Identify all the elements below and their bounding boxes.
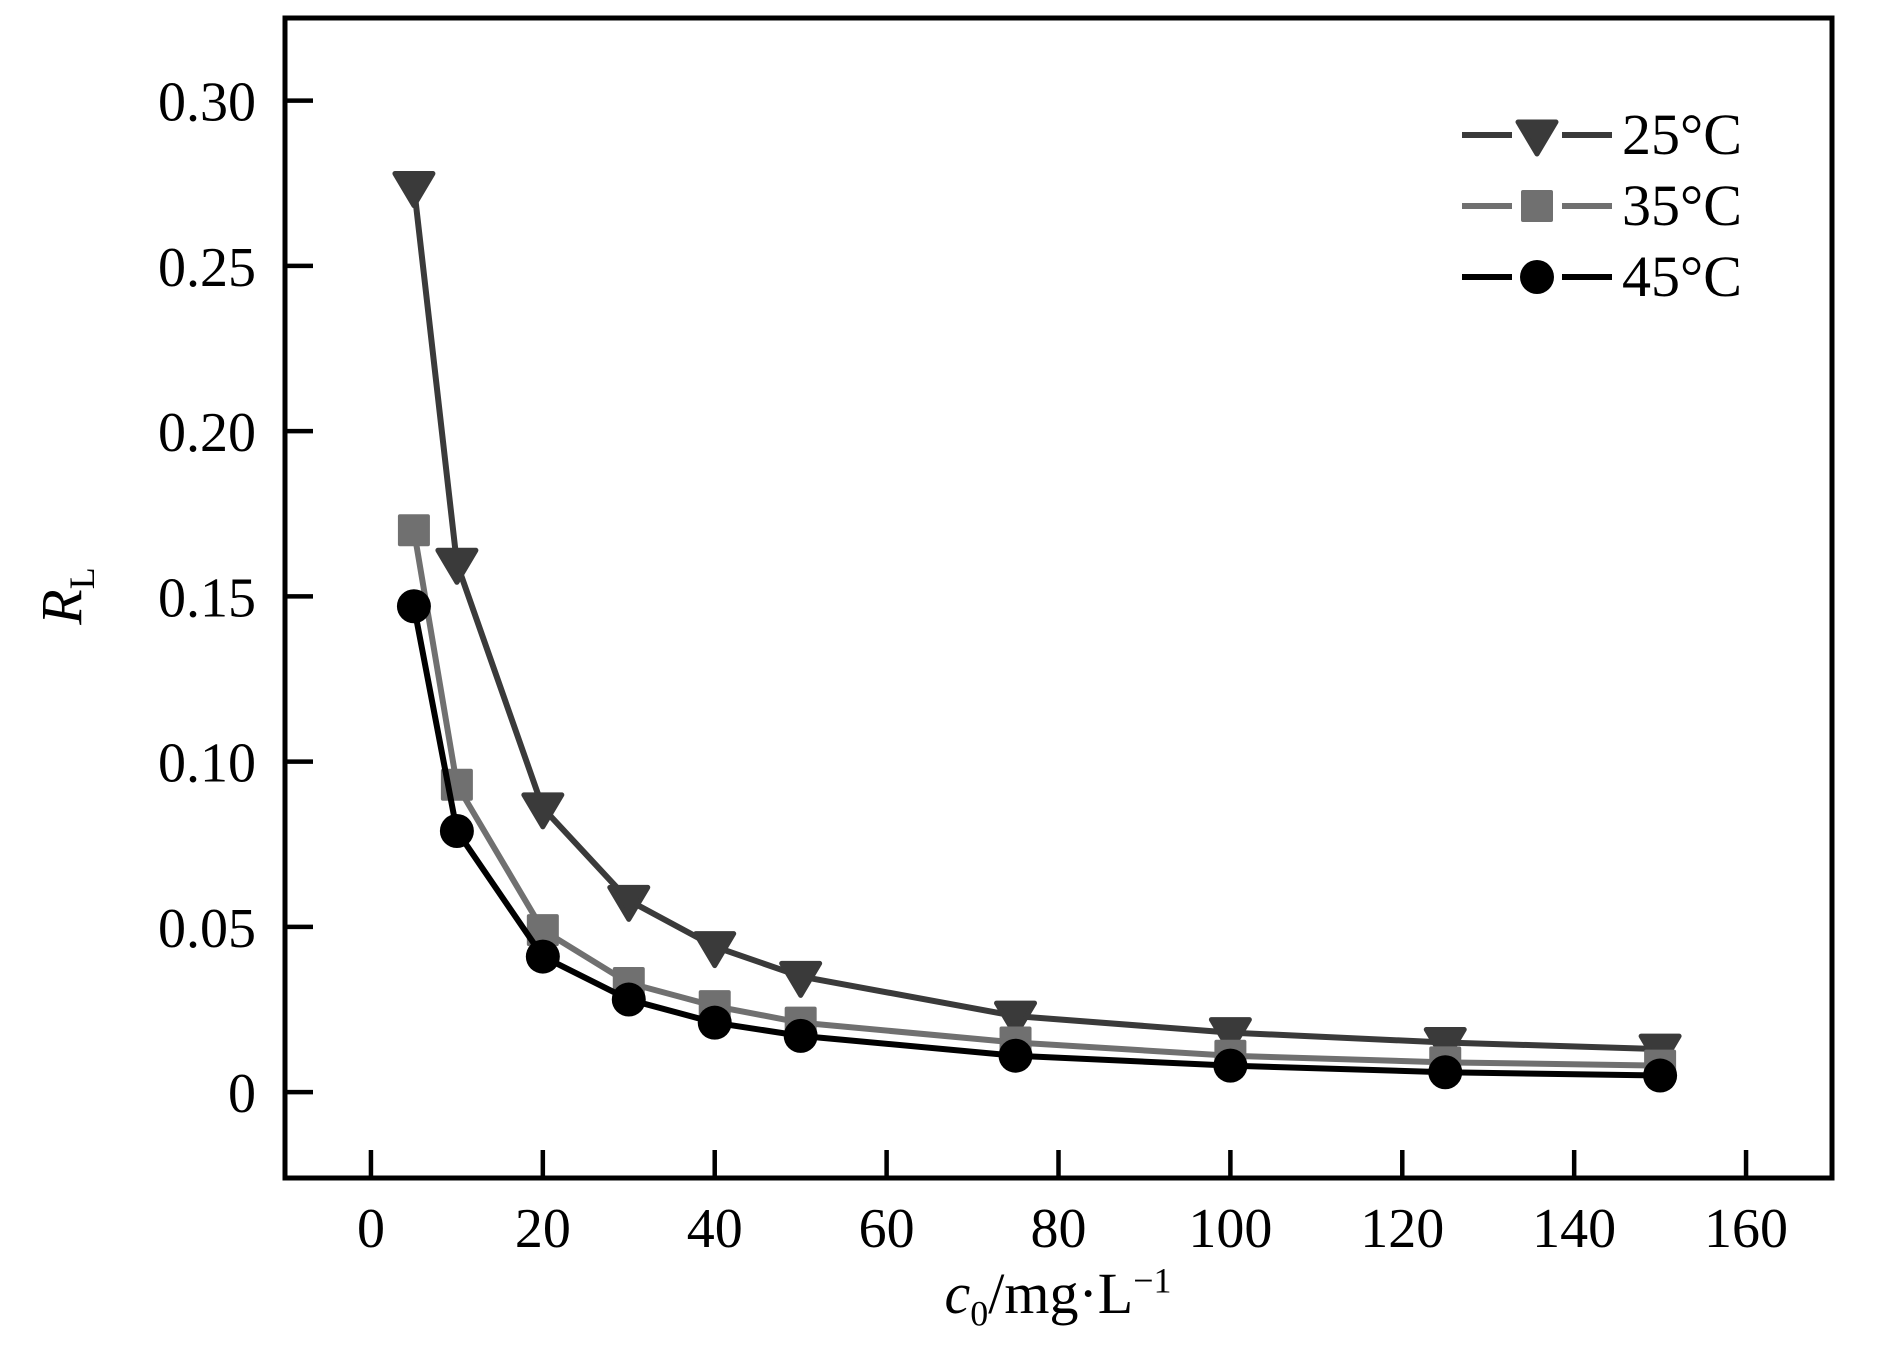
y-tick-label: 0.20 [158, 402, 256, 464]
y-axis-label: RL [29, 567, 103, 625]
x-axis-label-exponent: −1 [1133, 1260, 1172, 1301]
legend-item-45c: 45°C [1462, 241, 1742, 312]
legend-label-25c: 25°C [1622, 102, 1742, 167]
series-35c [397, 514, 1677, 1082]
x-tick-label: 160 [1704, 1198, 1788, 1260]
x-axis-label-variable: c [944, 1261, 971, 1326]
y-tick-label: 0.10 [158, 733, 256, 795]
data-point-marker-square [1521, 189, 1553, 222]
legend-sample-triangle-icon [1462, 119, 1612, 156]
series-25c [392, 171, 1682, 1071]
legend-sample-circle-icon [1462, 259, 1612, 294]
data-point-marker-circle [783, 1018, 818, 1053]
x-tick-label: 80 [1031, 1198, 1087, 1260]
y-axis-label-variable: R [29, 589, 95, 625]
data-point-marker-circle [1428, 1055, 1463, 1090]
series-line [410, 527, 1664, 1069]
data-point-marker-triangle [994, 1000, 1038, 1038]
x-tick-label: 20 [515, 1198, 571, 1260]
data-point-marker-circle [998, 1038, 1033, 1073]
legend-sample-square-icon [1462, 189, 1612, 222]
y-axis-label-subscript: L [62, 567, 103, 590]
x-axis-label-units: /mg·L [988, 1261, 1134, 1326]
y-tick-label: 0.25 [158, 237, 256, 299]
x-axis-label: c0/mg·L−1 [944, 1260, 1172, 1332]
data-point-marker-circle [1213, 1048, 1248, 1083]
y-tick-label: 0.15 [158, 567, 256, 629]
x-tick-label: 0 [357, 1198, 385, 1260]
y-tick-label: 0.30 [158, 72, 256, 134]
legend-label-35c: 35°C [1622, 173, 1742, 238]
y-tick-label: 0 [228, 1063, 256, 1125]
plot-border [282, 15, 1835, 1181]
data-point-marker-circle [396, 589, 431, 624]
y-tick-label: 0.05 [158, 898, 256, 960]
legend-label-45c: 45°C [1622, 244, 1742, 309]
data-point-marker-triangle [435, 547, 479, 585]
data-point-marker-triangle [607, 884, 651, 922]
data-point-marker-square [526, 914, 559, 947]
x-tick-label: 140 [1532, 1198, 1616, 1260]
x-tick-label: 60 [859, 1198, 915, 1260]
x-tick-label: 100 [1188, 1198, 1272, 1260]
data-point-marker-triangle [693, 931, 737, 969]
data-point-marker-circle [1520, 259, 1554, 294]
series-line [410, 603, 1664, 1079]
data-point-marker-circle [439, 813, 474, 848]
x-tick-label: 120 [1360, 1198, 1444, 1260]
data-point-marker-circle [697, 1005, 732, 1040]
data-point-marker-circle [1643, 1058, 1678, 1093]
legend-item-35c: 35°C [1462, 170, 1742, 241]
data-point-marker-triangle [1423, 1027, 1467, 1064]
data-point-marker-circle [525, 939, 560, 974]
x-tick-label: 40 [687, 1198, 743, 1260]
series-45c [396, 589, 1678, 1093]
data-point-marker-triangle [392, 171, 436, 209]
data-point-marker-triangle [1208, 1017, 1252, 1055]
series-line [410, 183, 1664, 1053]
data-point-marker-triangle [521, 792, 565, 830]
data-point-marker-triangle [1515, 119, 1559, 156]
legend: 25°C 35°C 45°C [1462, 99, 1742, 312]
x-axis-label-subscript: 0 [970, 1293, 989, 1334]
data-point-marker-circle [611, 982, 646, 1017]
data-point-marker-square [397, 514, 430, 547]
legend-item-25c: 25°C [1462, 99, 1742, 170]
data-point-marker-triangle [779, 960, 823, 998]
